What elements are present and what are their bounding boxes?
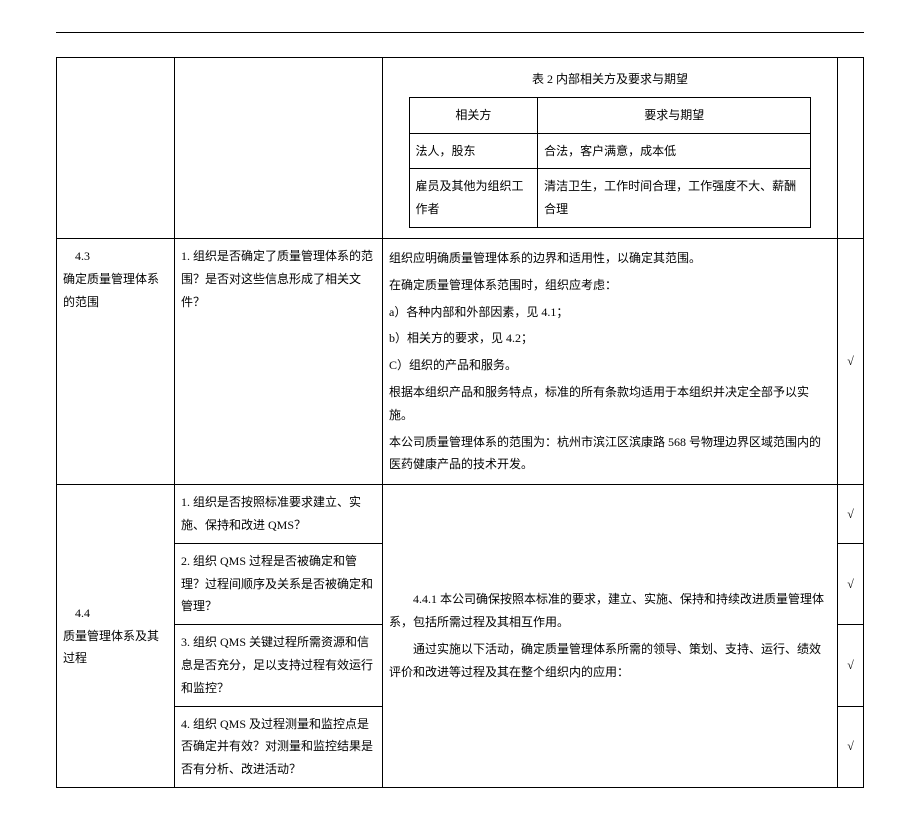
body-line: a）各种内部和外部因素，见 4.1； [389,299,831,326]
section-cell: 4.3 确定质量管理体系的范围 [57,238,175,484]
body-line: C）组织的产品和服务。 [389,352,831,379]
body-line: 4.4.1 本公司确保按照本标准的要求，建立、实施、保持和持续改进质量管理体系，… [389,588,831,634]
table-row: 表 2 内部相关方及要求与期望 相关方 要求与期望 法人，股东 合法，客户满意，… [57,58,864,239]
check-mark-icon: √ [847,507,854,521]
check-cell: √ [838,238,864,484]
check-mark-icon: √ [847,739,854,753]
cell-inner-table: 表 2 内部相关方及要求与期望 相关方 要求与期望 法人，股东 合法，客户满意，… [383,58,838,239]
body-line: 本公司质量管理体系的范围为：杭州市滨江区滨康路 568 号物理边界区域范围内的医… [389,429,831,479]
body-line: b）相关方的要求，见 4.2； [389,325,831,352]
section-cell: 4.4 质量管理体系及其过程 [57,485,175,788]
section-title: 质量管理体系及其过程 [63,629,159,666]
table-row: 4.3 确定质量管理体系的范围 1. 组织是否确定了质量管理体系的范围？是否对这… [57,238,864,484]
check-cell: √ [838,625,864,706]
inner-table: 相关方 要求与期望 法人，股东 合法，客户满意，成本低 雇员及其他为组织工作者 … [409,97,812,228]
check-mark-icon: √ [847,658,854,672]
question-text: 1. 组织是否按照标准要求建立、实施、保持和改进 QMS？ [181,495,361,532]
inner-th: 相关方 [409,97,538,133]
section-title: 确定质量管理体系的范围 [63,272,159,309]
inner-table-title: 表 2 内部相关方及要求与期望 [391,66,829,97]
cell-blank [57,58,175,239]
body-line: 根据本组织产品和服务特点，标准的所有条款均适用于本组织并决定全部予以实施。 [389,379,831,429]
question-text: 2. 组织 QMS 过程是否被确定和管理？过程间顺序及关系是否被确定和管理？ [181,554,373,614]
body-cell: 组织应明确质量管理体系的边界和适用性，以确定其范围。 在确定质量管理体系范围时，… [383,238,838,484]
question-text: 1. 组织是否确定了质量管理体系的范围？是否对这些信息形成了相关文件？ [181,249,373,309]
question-text: 4. 组织 QMS 及过程测量和监控点是否确定并有效？对测量和监控结果是否有分析… [181,717,373,777]
check-cell: √ [838,485,864,544]
cell-check [838,58,864,239]
question-cell: 1. 组织是否确定了质量管理体系的范围？是否对这些信息形成了相关文件？ [175,238,383,484]
question-cell: 4. 组织 QMS 及过程测量和监控点是否确定并有效？对测量和监控结果是否有分析… [175,706,383,787]
question-cell: 2. 组织 QMS 过程是否被确定和管理？过程间顺序及关系是否被确定和管理？ [175,543,383,624]
body-line: 在确定质量管理体系范围时，组织应考虑： [389,272,831,299]
main-table: 表 2 内部相关方及要求与期望 相关方 要求与期望 法人，股东 合法，客户满意，… [56,57,864,788]
check-cell: √ [838,706,864,787]
check-mark-icon: √ [847,354,854,368]
inner-td: 清洁卫生，工作时间合理，工作强度不大、薪酬合理 [538,169,811,228]
cell-blank [175,58,383,239]
body-cell: 4.4.1 本公司确保按照本标准的要求，建立、实施、保持和持续改进质量管理体系，… [383,485,838,788]
body-line: 通过实施以下活动，确定质量管理体系所需的领导、策划、支持、运行、绩效评价和改进等… [389,638,831,684]
check-cell: √ [838,543,864,624]
inner-th: 要求与期望 [538,97,811,133]
section-number: 4.4 [63,602,168,625]
section-number: 4.3 [63,245,168,268]
table-row: 4.4 质量管理体系及其过程 1. 组织是否按照标准要求建立、实施、保持和改进 … [57,485,864,544]
header-rule [56,32,864,33]
inner-td: 雇员及其他为组织工作者 [409,169,538,228]
question-cell: 3. 组织 QMS 关键过程所需资源和信息是否充分，足以支持过程有效运行和监控？ [175,625,383,706]
question-text: 3. 组织 QMS 关键过程所需资源和信息是否充分，足以支持过程有效运行和监控？ [181,635,373,695]
inner-td: 合法，客户满意，成本低 [538,133,811,169]
question-cell: 1. 组织是否按照标准要求建立、实施、保持和改进 QMS？ [175,485,383,544]
inner-td: 法人，股东 [409,133,538,169]
body-line: 组织应明确质量管理体系的边界和适用性，以确定其范围。 [389,245,831,272]
check-mark-icon: √ [847,577,854,591]
